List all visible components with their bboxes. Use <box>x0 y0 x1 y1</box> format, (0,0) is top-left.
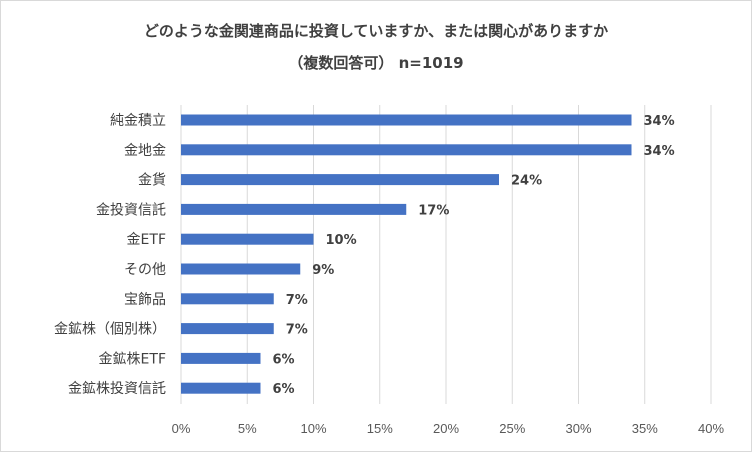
category-label: 純金積立 <box>110 113 166 129</box>
bar <box>181 293 274 305</box>
bar <box>181 233 314 245</box>
data-label: 9% <box>312 263 334 278</box>
category-label: 金貨 <box>138 172 166 189</box>
data-label: 24% <box>511 174 542 189</box>
data-label: 6% <box>273 352 295 367</box>
category-label: その他 <box>124 262 166 278</box>
category-label: 金鉱株ETF <box>99 350 166 367</box>
value-labels: 34% 34% 24% 17% 10% 9% 7% 7% 6% 6% <box>273 114 675 397</box>
category-label: 宝飾品 <box>124 292 166 308</box>
data-label: 34% <box>644 144 675 159</box>
bar <box>181 352 261 364</box>
data-label: 7% <box>286 293 308 308</box>
chart-title: どのような金関連商品に投資していますか、または関心がありますか <box>143 22 609 40</box>
data-label: 6% <box>273 382 295 397</box>
data-label: 34% <box>644 114 675 129</box>
category-label: 金投資信託 <box>96 202 166 218</box>
bar <box>181 144 632 156</box>
x-tick-label: 5% <box>238 421 257 436</box>
x-tick-label: 15% <box>367 421 393 436</box>
data-label: 7% <box>286 323 308 338</box>
x-tick-label: 0% <box>172 421 191 436</box>
data-label: 17% <box>418 203 449 218</box>
category-label: 金鉱株投資信託 <box>68 380 166 397</box>
x-tick-label: 25% <box>499 421 525 436</box>
bar <box>181 114 632 126</box>
chart-subtitle: （複数回答可） n=1019 <box>288 54 464 72</box>
x-axis-ticks: 0% 5% 10% 15% 20% 25% 30% 35% 40% <box>172 421 725 436</box>
bar <box>181 323 274 335</box>
bars <box>181 114 632 394</box>
x-tick-label: 35% <box>632 421 658 436</box>
category-label: 金地金 <box>124 143 166 159</box>
category-label: 金鉱株（個別株） <box>54 321 166 338</box>
x-tick-label: 40% <box>698 421 724 436</box>
bar <box>181 174 499 186</box>
bar <box>181 203 407 215</box>
data-label: 10% <box>326 233 357 248</box>
bar <box>181 382 261 394</box>
bar <box>181 263 301 275</box>
x-tick-label: 20% <box>433 421 459 436</box>
x-tick-label: 10% <box>300 421 326 436</box>
category-label: 金ETF <box>127 232 166 248</box>
x-tick-label: 30% <box>565 421 591 436</box>
